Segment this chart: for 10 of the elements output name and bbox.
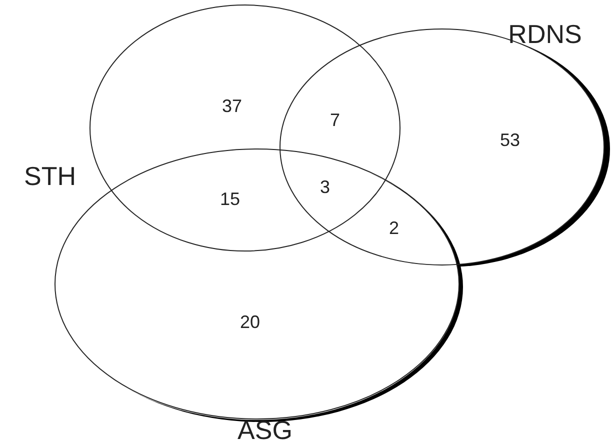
data-label: 53 [500,130,520,150]
data-label: 37 [222,96,242,116]
data-label: 20 [240,312,260,332]
text: RDNS [508,19,582,50]
data-label: 2 [388,218,400,238]
text: STH [24,161,76,192]
data-label: 15 [220,188,240,209]
data-label: 7 [330,110,340,130]
text: ASG [238,415,292,445]
data-label: 3 [320,176,330,197]
